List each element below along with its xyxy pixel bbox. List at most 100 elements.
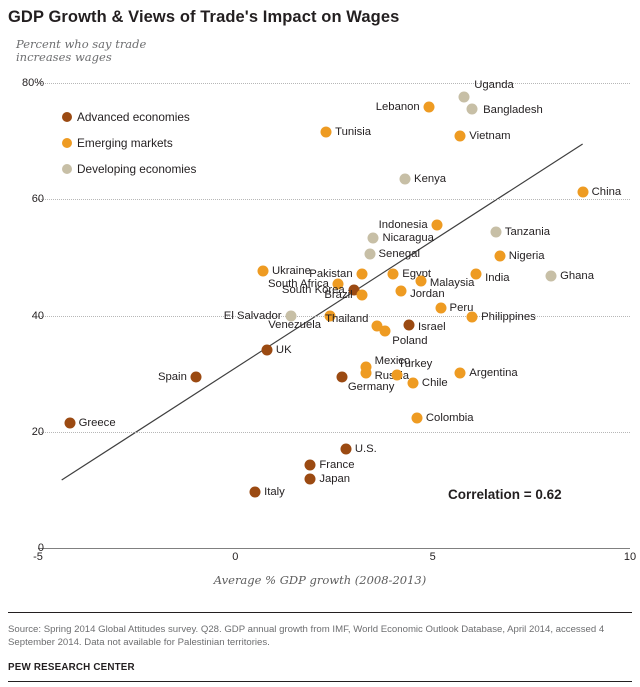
data-point[interactable] <box>257 265 269 277</box>
correlation-annotation: Correlation = 0.62 <box>448 487 562 502</box>
legend-swatch-icon <box>62 112 72 122</box>
legend-item-developing[interactable]: Developing economies <box>62 162 196 176</box>
data-point-label: Kenya <box>414 173 447 186</box>
y-gridline <box>38 431 630 433</box>
data-point-label: Israel <box>417 321 446 334</box>
data-point[interactable] <box>320 126 332 138</box>
data-point[interactable] <box>190 371 202 383</box>
y-axis-title: Percent who say trade increases wages <box>16 38 196 64</box>
data-point[interactable] <box>423 101 435 113</box>
scatter-plot: 0 20 40 60 80% -5 0 5 10 Uganda Bangladesh Lebanon T… <box>21 77 637 563</box>
data-point[interactable] <box>64 417 76 429</box>
data-point[interactable] <box>367 232 379 244</box>
data-point-label: Chile <box>421 376 448 389</box>
data-point[interactable] <box>356 268 368 280</box>
data-point-label: India <box>485 271 510 284</box>
data-point-label: Uganda <box>474 78 514 91</box>
y-axis-tick-label: 60 <box>31 193 44 206</box>
data-point-label: South Korea <box>281 283 345 296</box>
data-point[interactable] <box>431 219 443 231</box>
data-point[interactable] <box>407 377 419 389</box>
y-axis-title-line2: increases wages <box>16 50 112 64</box>
data-point[interactable] <box>403 319 415 331</box>
legend-label: Developing economies <box>77 162 197 176</box>
legend-label: Emerging markets <box>77 136 173 150</box>
data-point-label: Ghana <box>560 269 594 282</box>
data-point[interactable] <box>577 186 589 198</box>
data-point[interactable] <box>490 226 502 238</box>
data-point-label: Nigeria <box>508 250 545 263</box>
data-point[interactable] <box>545 270 557 282</box>
data-point-label: Nicaragua <box>382 231 434 244</box>
data-point[interactable] <box>435 302 447 314</box>
data-point[interactable] <box>454 130 466 142</box>
data-point-label: Malaysia <box>429 276 475 289</box>
data-point-label: Italy <box>264 486 285 499</box>
data-point[interactable] <box>470 268 482 280</box>
y-gridline <box>38 548 630 549</box>
legend-item-emerging[interactable]: Emerging markets <box>62 136 173 150</box>
data-point[interactable] <box>249 486 261 498</box>
data-point[interactable] <box>285 310 297 321</box>
data-point-label: Argentina <box>469 367 518 380</box>
data-point[interactable] <box>304 473 316 485</box>
x-axis-tick-label: -5 <box>33 551 43 563</box>
data-point-label: Vietnam <box>469 130 511 143</box>
data-point-label: Indonesia <box>378 218 428 231</box>
data-point[interactable] <box>399 173 411 185</box>
data-point[interactable] <box>371 320 383 332</box>
legend-swatch-icon <box>62 138 72 148</box>
data-point-label: Japan <box>319 473 351 486</box>
divider-top <box>8 612 632 613</box>
y-axis-tick-label: 0 <box>37 542 44 554</box>
data-point-label: Pakistan <box>309 267 353 280</box>
data-point[interactable] <box>336 371 348 383</box>
y-axis-tick-label: 20 <box>31 425 44 438</box>
data-point[interactable] <box>332 278 344 290</box>
data-point-label: Bangladesh <box>483 104 543 117</box>
data-point-label: Jordan <box>410 287 445 300</box>
data-point-label: Ukraine <box>271 264 311 277</box>
x-axis-title: Average % GDP growth (2008-2013) <box>213 573 427 587</box>
data-point-label: Venezuela <box>268 318 322 331</box>
data-point-label: UK <box>275 344 292 357</box>
legend-label: Advanced economies <box>77 110 190 124</box>
data-point-label: Philippines <box>481 310 536 323</box>
data-point[interactable] <box>466 311 478 323</box>
data-point-label: Brazil <box>324 289 353 302</box>
data-point-label: South Africa <box>268 277 329 290</box>
data-point[interactable] <box>360 367 372 379</box>
data-point[interactable] <box>411 412 423 424</box>
data-point-label: Lebanon <box>375 101 420 114</box>
data-point[interactable] <box>360 361 372 373</box>
data-point-label: Greece <box>78 417 116 430</box>
x-axis-tick-label: 10 <box>623 551 637 563</box>
data-point[interactable] <box>387 268 399 280</box>
divider-bottom <box>8 681 632 682</box>
data-point-label: Thailand <box>325 312 369 325</box>
data-point[interactable] <box>466 103 478 115</box>
data-point[interactable] <box>415 275 427 287</box>
data-point[interactable] <box>454 367 466 379</box>
data-point-label: Tanzania <box>504 226 551 239</box>
data-point[interactable] <box>458 91 470 103</box>
data-point[interactable] <box>395 285 407 296</box>
data-point[interactable] <box>379 325 391 337</box>
data-point[interactable] <box>340 443 352 455</box>
data-point-label: Poland <box>392 335 428 348</box>
y-axis-tick-label: 80% <box>21 77 44 89</box>
data-point[interactable] <box>364 248 376 260</box>
data-point[interactable] <box>494 250 506 262</box>
data-point-label: Mexico <box>374 354 411 367</box>
data-point-label: El Salvador <box>223 309 282 322</box>
data-point[interactable] <box>356 289 368 301</box>
data-point[interactable] <box>391 369 403 381</box>
data-point[interactable] <box>304 459 316 471</box>
data-point[interactable] <box>261 344 273 356</box>
x-axis-tick-label: 5 <box>429 551 436 563</box>
legend-item-advanced[interactable]: Advanced economies <box>62 110 190 124</box>
data-point[interactable] <box>324 310 336 321</box>
data-point[interactable] <box>348 284 360 296</box>
data-point-label: Colombia <box>425 412 474 425</box>
